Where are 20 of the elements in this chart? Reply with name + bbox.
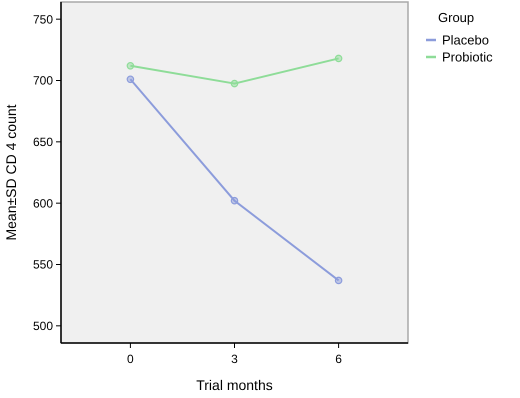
x-tick-label: 6 (335, 352, 342, 366)
legend-label: Probiotic (442, 50, 494, 65)
y-tick-label: 700 (32, 74, 54, 88)
legend-title: Group (438, 10, 474, 25)
y-axis-title: Mean±SD CD 4 count (3, 104, 19, 241)
point (230, 80, 238, 88)
x-tick-label: 3 (231, 352, 238, 366)
y-tick-label: 650 (32, 135, 54, 150)
y-tick-label: 750 (32, 12, 54, 26)
point (334, 54, 342, 62)
point (334, 276, 342, 284)
point (126, 62, 134, 70)
point (230, 196, 238, 205)
legend-label: Placebo (442, 32, 489, 48)
y-tick-label: 500 (32, 319, 54, 334)
point (126, 75, 134, 84)
y-tick-label: 550 (32, 258, 54, 272)
x-axis-title: Trial months (196, 377, 273, 393)
x-tick-label: 0 (127, 352, 134, 366)
y-tick-label: 600 (32, 196, 54, 210)
